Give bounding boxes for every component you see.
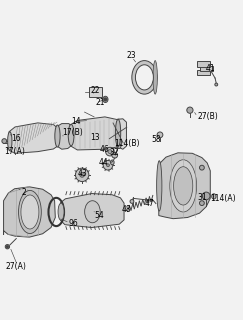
Text: 13: 13 — [90, 133, 100, 142]
Ellipse shape — [215, 83, 218, 86]
Ellipse shape — [132, 60, 157, 94]
Ellipse shape — [115, 119, 121, 147]
Circle shape — [103, 160, 113, 170]
Text: 54: 54 — [94, 211, 104, 220]
Circle shape — [112, 152, 118, 158]
Polygon shape — [61, 194, 124, 228]
Text: 47: 47 — [144, 199, 154, 208]
Ellipse shape — [8, 132, 12, 150]
Ellipse shape — [85, 201, 100, 223]
Circle shape — [2, 139, 7, 143]
Polygon shape — [4, 187, 55, 237]
Polygon shape — [71, 117, 123, 150]
Circle shape — [104, 98, 107, 101]
Ellipse shape — [157, 161, 162, 211]
Circle shape — [108, 150, 112, 154]
Circle shape — [187, 107, 193, 113]
Ellipse shape — [68, 124, 74, 146]
Text: 21: 21 — [95, 98, 105, 107]
Circle shape — [130, 200, 134, 203]
Text: 17(B): 17(B) — [62, 128, 83, 137]
Ellipse shape — [174, 167, 193, 205]
Polygon shape — [159, 153, 210, 219]
Ellipse shape — [153, 60, 157, 94]
Polygon shape — [9, 123, 58, 153]
Ellipse shape — [111, 160, 114, 165]
Text: 22: 22 — [90, 86, 100, 95]
Text: 114(A): 114(A) — [210, 194, 236, 203]
Bar — [197, 70, 210, 75]
Circle shape — [157, 132, 163, 138]
Circle shape — [200, 165, 204, 170]
Text: 23: 23 — [126, 51, 136, 60]
Bar — [197, 61, 210, 67]
Text: 96: 96 — [69, 219, 79, 228]
Circle shape — [6, 245, 9, 248]
Bar — [200, 66, 213, 71]
Polygon shape — [57, 124, 71, 149]
Text: 46: 46 — [100, 145, 110, 154]
Ellipse shape — [117, 144, 121, 148]
Ellipse shape — [5, 244, 9, 249]
Bar — [89, 87, 102, 97]
Text: 44: 44 — [99, 158, 109, 167]
Text: 17(A): 17(A) — [4, 147, 25, 156]
Text: 48: 48 — [122, 204, 131, 214]
Circle shape — [80, 172, 85, 177]
Circle shape — [106, 147, 114, 156]
Text: 41: 41 — [206, 64, 215, 74]
Text: 16: 16 — [11, 134, 21, 143]
Text: 31: 31 — [197, 193, 207, 202]
Ellipse shape — [58, 203, 64, 220]
Ellipse shape — [18, 190, 41, 234]
Text: 2: 2 — [21, 188, 26, 197]
Text: 58: 58 — [152, 135, 161, 144]
Text: 32: 32 — [110, 148, 119, 157]
Ellipse shape — [55, 125, 60, 147]
Ellipse shape — [103, 96, 108, 102]
Text: 14: 14 — [71, 117, 81, 126]
Circle shape — [200, 201, 204, 205]
Text: 27(A): 27(A) — [6, 262, 27, 271]
Text: 114(B): 114(B) — [114, 139, 140, 148]
Polygon shape — [118, 119, 126, 149]
Ellipse shape — [212, 194, 216, 199]
Ellipse shape — [135, 65, 153, 90]
Text: 43: 43 — [77, 169, 87, 178]
Ellipse shape — [170, 160, 197, 212]
Ellipse shape — [21, 195, 39, 229]
Circle shape — [202, 192, 210, 200]
Circle shape — [107, 164, 109, 167]
Text: 27(B): 27(B) — [197, 112, 218, 121]
Circle shape — [75, 168, 89, 181]
